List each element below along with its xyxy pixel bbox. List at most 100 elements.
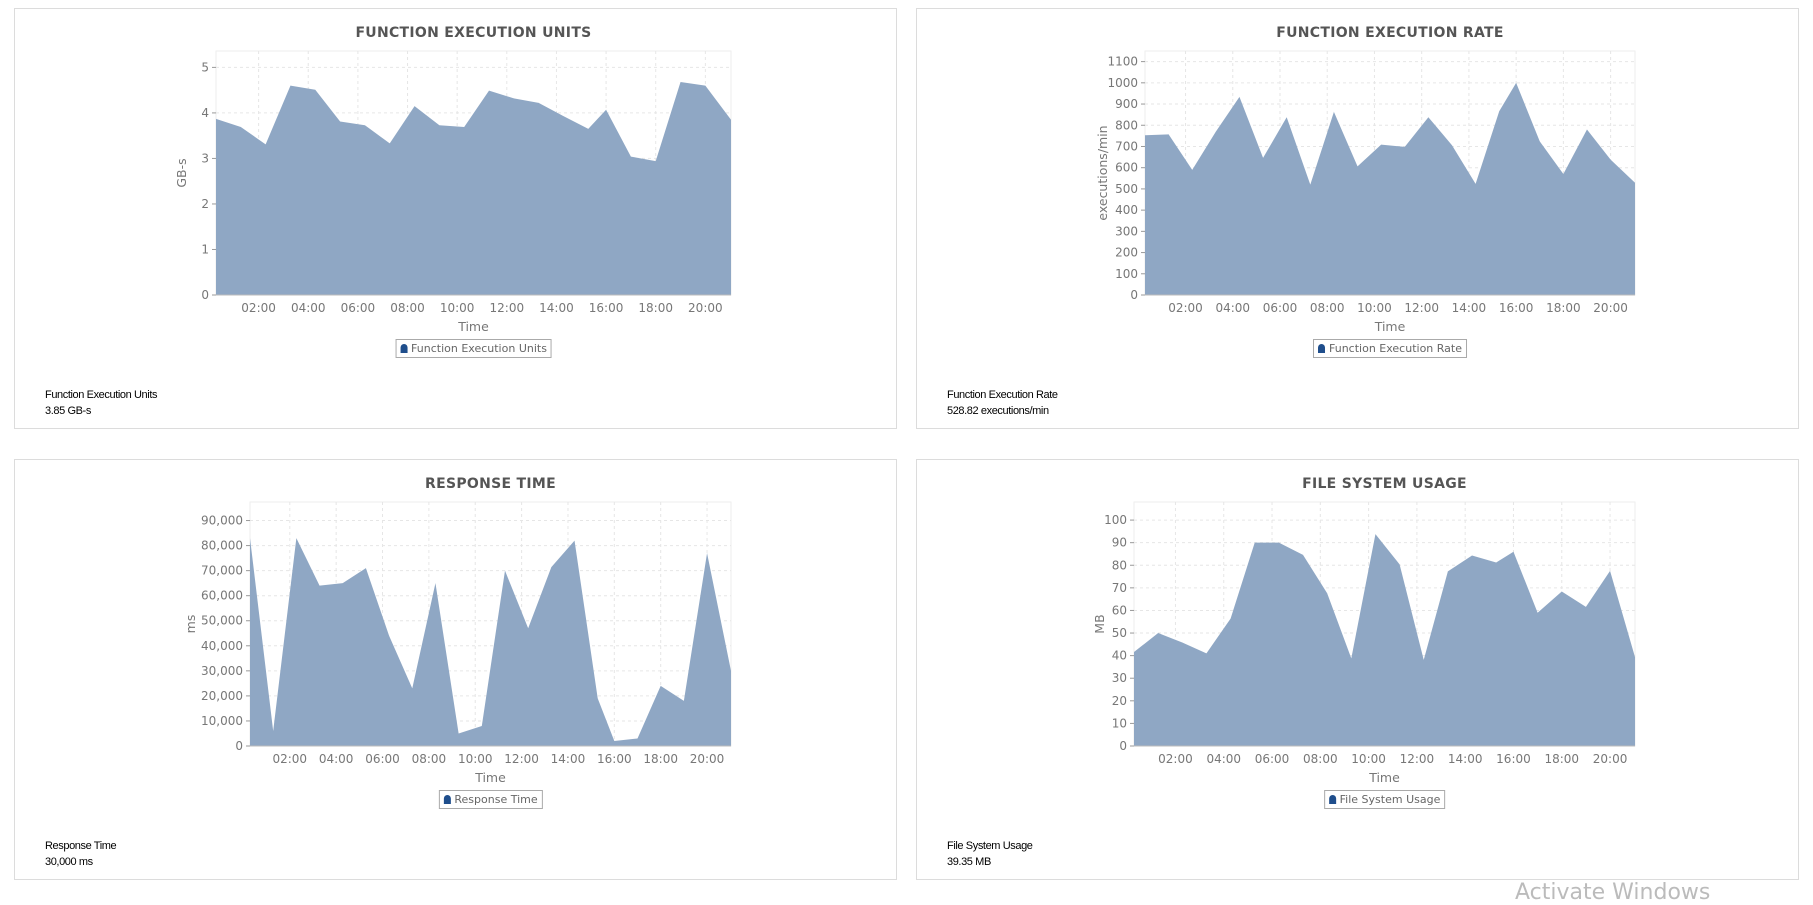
y-tick-label: 1 [201,242,209,256]
x-tick-label: 02:00 [241,301,276,315]
y-tick-label: 0 [1119,739,1127,753]
x-tick-label: 18:00 [1544,752,1579,766]
x-tick-label: 12:00 [1400,752,1435,766]
x-tick-label: 10:00 [440,301,475,315]
x-tick-label: 06:00 [365,752,400,766]
legend-label: Response Time [454,793,537,806]
x-tick-label: 18:00 [1546,301,1581,315]
x-tick-label: 10:00 [1357,301,1392,315]
x-tick-label: 12:00 [490,301,525,315]
y-tick-label: 400 [1115,203,1138,217]
summary-label: Response Time [45,838,116,854]
legend-swatch-icon [1329,795,1336,804]
y-tick-label: 70,000 [201,564,243,578]
chart-title: FUNCTION EXECUTION UNITS [355,25,591,41]
legend-label: Function Execution Rate [1329,342,1462,355]
x-tick-label: 02:00 [1168,301,1203,315]
y-tick-label: 10,000 [201,714,243,728]
legend-swatch-icon [400,344,407,353]
x-tick-label: 20:00 [1593,301,1628,315]
activate-windows-watermark: Activate Windows [1515,880,1710,905]
x-tick-label: 14:00 [551,752,586,766]
x-tick-label: 04:00 [319,752,354,766]
chart-svg: FILE SYSTEM USAGE01020304050607080901000… [917,460,1800,881]
x-tick-label: 16:00 [1499,301,1534,315]
y-tick-label: 20,000 [201,689,243,703]
x-tick-label: 16:00 [1496,752,1531,766]
x-tick-label: 12:00 [1404,301,1439,315]
x-tick-label: 18:00 [638,301,673,315]
legend-item[interactable]: File System Usage [1324,790,1446,809]
x-axis-label: Time [457,319,489,334]
x-tick-label: 20:00 [690,752,725,766]
y-tick-label: 1100 [1107,55,1138,69]
chart-title: FUNCTION EXECUTION RATE [1276,25,1504,41]
summary-value: 3.85 GB-s [45,403,157,419]
y-tick-label: 60,000 [201,589,243,603]
y-tick-label: 60 [1112,603,1127,617]
y-tick-label: 4 [201,106,209,120]
x-axis-label: Time [1368,770,1400,785]
x-tick-label: 08:00 [1303,752,1338,766]
y-axis-label: ms [183,615,198,634]
legend-swatch-icon [1318,344,1325,353]
x-tick-label: 14:00 [539,301,574,315]
x-axis-label: Time [474,770,506,785]
x-tick-label: 08:00 [412,752,447,766]
x-tick-label: 16:00 [597,752,632,766]
y-tick-label: 40,000 [201,639,243,653]
x-tick-label: 20:00 [688,301,723,315]
summary-label: Function Execution Units [45,387,157,403]
legend-item[interactable]: Function Execution Units [395,339,552,358]
summary-label: File System Usage [947,838,1033,854]
y-tick-label: 10 [1112,716,1127,730]
x-tick-label: 16:00 [589,301,624,315]
x-tick-label: 14:00 [1448,752,1483,766]
legend-swatch-icon [443,795,450,804]
x-tick-label: 04:00 [291,301,326,315]
legend-item[interactable]: Response Time [438,790,542,809]
summary-value: 528.82 executions/min [947,403,1058,419]
legend-label: File System Usage [1340,793,1441,806]
y-tick-label: 800 [1115,118,1138,132]
y-tick-label: 0 [201,288,209,302]
legend-item[interactable]: Function Execution Rate [1313,339,1467,358]
legend-label: Function Execution Units [411,342,547,355]
y-tick-label: 50,000 [201,614,243,628]
y-tick-label: 90 [1112,536,1127,550]
chart-title: RESPONSE TIME [425,476,556,492]
y-tick-label: 20 [1112,694,1127,708]
chart-svg: FUNCTION EXECUTION RATE01002003004005006… [917,9,1800,430]
x-tick-label: 06:00 [1255,752,1290,766]
y-tick-label: 40 [1112,649,1127,663]
y-axis-label: GB-s [174,158,189,187]
x-tick-label: 04:00 [1215,301,1250,315]
y-axis-label: MB [1092,614,1107,633]
x-tick-label: 02:00 [272,752,307,766]
y-tick-label: 500 [1115,182,1138,196]
x-tick-label: 14:00 [1452,301,1487,315]
summary-value: 30,000 ms [45,854,116,870]
x-tick-label: 18:00 [643,752,678,766]
y-axis-label: executions/min [1095,125,1110,220]
y-tick-label: 0 [235,739,243,753]
summary-value: 39.35 MB [947,854,1033,870]
y-tick-label: 80,000 [201,539,243,553]
y-tick-label: 900 [1115,97,1138,111]
x-tick-label: 04:00 [1206,752,1241,766]
y-tick-label: 100 [1104,513,1127,527]
x-tick-label: 20:00 [1593,752,1628,766]
y-tick-label: 30 [1112,671,1127,685]
chart-svg: RESPONSE TIME010,00020,00030,00040,00050… [15,460,898,881]
y-tick-label: 3 [201,151,209,165]
y-tick-label: 0 [1130,288,1138,302]
